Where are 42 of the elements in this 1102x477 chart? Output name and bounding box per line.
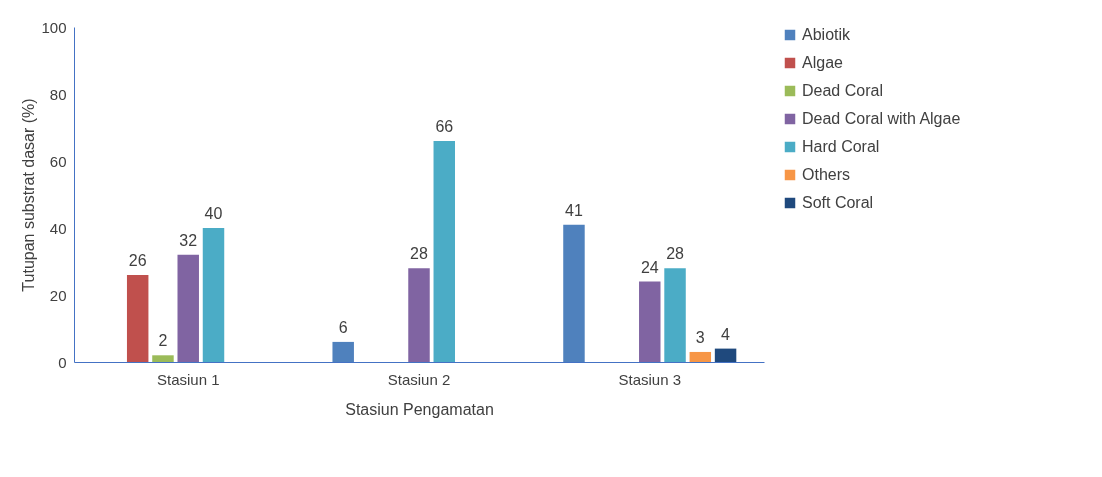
bar [202, 228, 225, 362]
x-tick-label: Stasiun 1 [156, 370, 220, 388]
legend-label: Soft Coral [802, 194, 874, 211]
data-label: 3 [695, 328, 705, 346]
x-tick-label: Stasiun 3 [618, 370, 682, 388]
legend-label: Dead Coral with Algae [802, 110, 961, 127]
data-label: 26 [128, 251, 147, 269]
y-axis-title: Tutupan substrat dasar (%) [20, 98, 38, 292]
bar [177, 254, 199, 362]
y-tick-label: 100 [41, 18, 67, 36]
bar [126, 274, 149, 362]
data-label: 24 [640, 258, 659, 276]
legend-label: Abiotik [802, 26, 852, 43]
data-label: 2 [158, 332, 168, 350]
legend-label: Others [802, 166, 851, 183]
data-label: 4 [721, 325, 731, 343]
data-label: 28 [410, 245, 428, 263]
bar [714, 348, 737, 362]
bar [689, 351, 712, 362]
data-label: 40 [204, 205, 223, 222]
data-label: 41 [565, 201, 583, 219]
data-label: 32 [179, 231, 198, 249]
y-tick-label: 60 [49, 152, 67, 170]
bar [332, 341, 354, 362]
y-tick-label: 80 [49, 85, 67, 103]
legend-label: Hard Coral [802, 138, 880, 155]
y-tick-label: 40 [49, 219, 67, 237]
legend-label: Algae [802, 54, 844, 71]
bar [639, 281, 661, 362]
y-tick-label: 0 [58, 353, 67, 371]
data-label: 6 [338, 318, 348, 336]
data-label: 28 [666, 245, 685, 263]
bar [664, 268, 686, 362]
bar [563, 224, 585, 362]
x-axis-title: Stasiun Pengamatan [345, 400, 494, 418]
x-tick-label: Stasiun 2 [387, 370, 451, 388]
bar [408, 268, 430, 362]
bar [433, 140, 456, 362]
legend-label: Dead Coral [802, 82, 883, 99]
y-tick-label: 20 [49, 286, 67, 304]
data-label: 66 [435, 117, 454, 135]
bar [152, 355, 174, 362]
